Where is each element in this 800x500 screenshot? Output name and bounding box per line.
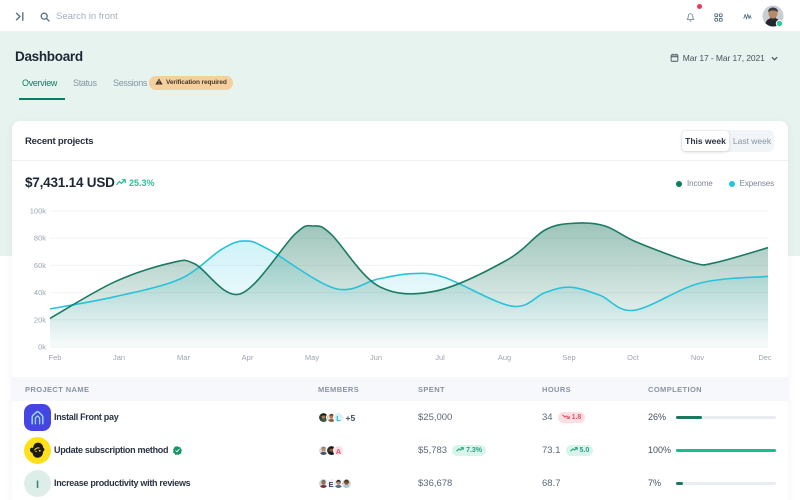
- svg-text:Jan: Jan: [113, 353, 125, 362]
- svg-text:0k: 0k: [38, 343, 46, 352]
- svg-text:Jul: Jul: [435, 353, 445, 362]
- svg-text:Feb: Feb: [49, 353, 62, 362]
- svg-text:100k: 100k: [30, 207, 47, 216]
- svg-text:40k: 40k: [34, 288, 46, 297]
- svg-text:Aug: Aug: [498, 353, 511, 362]
- svg-text:Dec: Dec: [758, 353, 772, 362]
- svg-text:60k: 60k: [34, 261, 46, 270]
- svg-text:Apr: Apr: [242, 353, 254, 362]
- svg-text:Nov: Nov: [691, 353, 705, 362]
- svg-text:I: I: [36, 479, 39, 491]
- svg-text:Oct: Oct: [627, 353, 640, 362]
- svg-text:May: May: [305, 353, 319, 362]
- svg-text:Jun: Jun: [370, 353, 382, 362]
- svg-text:20k: 20k: [34, 315, 46, 324]
- svg-text:Mar: Mar: [177, 353, 190, 362]
- svg-text:80k: 80k: [34, 234, 46, 243]
- svg-text:Sep: Sep: [562, 353, 575, 362]
